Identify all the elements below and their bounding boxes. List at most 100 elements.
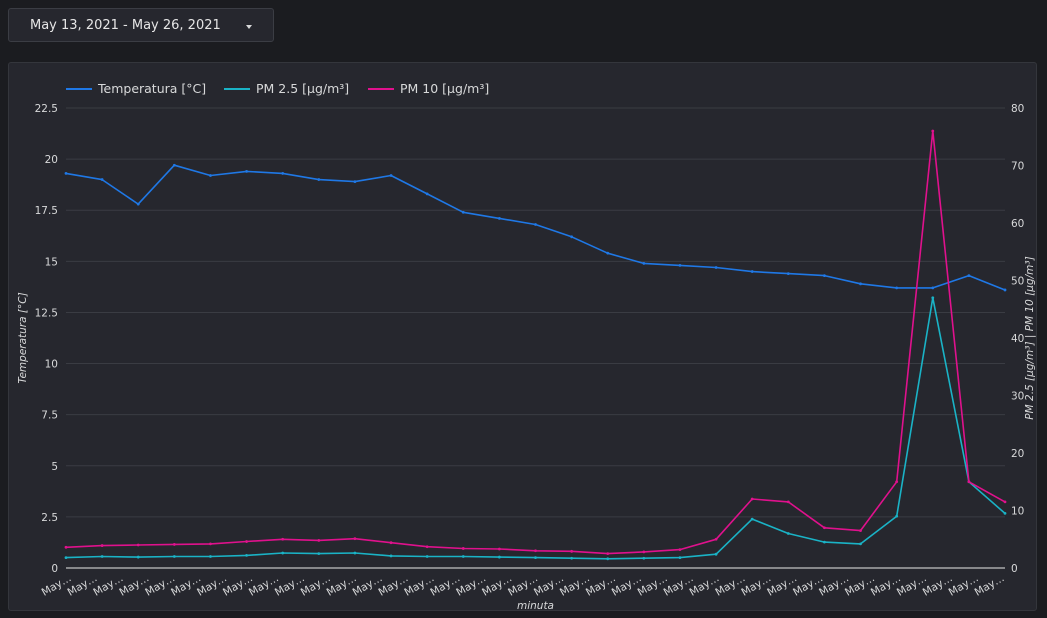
data-point — [425, 555, 429, 558]
data-point — [497, 217, 501, 220]
data-point — [678, 548, 682, 551]
left-tick-label: 2.5 — [41, 512, 58, 524]
data-point — [389, 541, 393, 545]
data-point — [570, 556, 574, 560]
data-point — [678, 264, 682, 267]
data-point — [714, 266, 718, 269]
series-line — [65, 164, 1006, 291]
x-axis-title: minuta — [517, 600, 554, 612]
left-tick-label: 7.5 — [41, 410, 58, 422]
right-tick-label: 30 — [1011, 391, 1024, 403]
data-point — [786, 532, 790, 535]
data-point — [209, 542, 212, 546]
data-point — [931, 286, 935, 290]
data-point — [859, 542, 862, 546]
x-tick-label: May… — [973, 572, 1007, 599]
data-point — [534, 556, 537, 560]
left-tick-label: 10 — [45, 359, 58, 371]
data-point — [823, 274, 826, 278]
data-point — [1003, 500, 1007, 504]
data-point — [606, 552, 610, 556]
data-point — [497, 547, 501, 551]
data-point — [678, 556, 682, 560]
data-point — [642, 261, 646, 265]
data-point — [859, 282, 862, 286]
data-point — [786, 500, 790, 504]
data-point — [750, 497, 754, 501]
data-point — [64, 556, 68, 560]
data-point — [281, 172, 285, 175]
left-tick-label: 20 — [45, 154, 58, 166]
data-point — [461, 547, 465, 550]
data-point — [209, 174, 212, 177]
data-point — [570, 235, 574, 239]
data-point — [1003, 511, 1007, 515]
data-point — [317, 539, 321, 542]
data-point — [389, 554, 393, 558]
data-point — [461, 210, 465, 214]
data-point — [100, 555, 104, 558]
data-point — [534, 223, 537, 226]
legend-label: Temperatura [°C] — [97, 81, 206, 96]
data-point — [100, 178, 104, 181]
right-axis-ticks: 0 10 20 30 40 50 60 70 80 — [1011, 103, 1024, 575]
data-point — [967, 480, 971, 484]
right-tick-label: 20 — [1011, 448, 1024, 460]
series-line — [65, 296, 1006, 560]
data-point — [606, 557, 610, 561]
data-point — [64, 545, 68, 549]
data-point — [497, 555, 501, 559]
data-point — [353, 537, 357, 541]
data-point — [425, 192, 429, 196]
data-point — [823, 526, 826, 530]
left-tick-label: 22.5 — [35, 103, 58, 115]
data-point — [317, 552, 321, 556]
date-range-picker[interactable]: May 13, 2021 - May 26, 2021 — [8, 8, 274, 42]
left-axis-title: Temperatura [°C] — [17, 292, 29, 383]
data-point — [245, 540, 248, 543]
right-tick-label: 60 — [1011, 218, 1024, 230]
data-point — [245, 169, 248, 173]
right-tick-label: 40 — [1011, 333, 1024, 345]
left-tick-label: 17.5 — [35, 205, 58, 217]
date-range-label: May 13, 2021 - May 26, 2021 — [30, 18, 221, 33]
data-point — [172, 543, 176, 546]
chart-series — [64, 129, 1007, 561]
data-point — [353, 551, 357, 555]
caret-down-icon — [246, 25, 252, 29]
data-point — [425, 545, 429, 549]
data-point — [136, 543, 140, 547]
data-point — [281, 537, 285, 541]
right-tick-label: 0 — [1011, 563, 1018, 575]
data-point — [209, 555, 212, 558]
right-tick-label: 80 — [1011, 103, 1024, 115]
data-point — [534, 549, 537, 553]
data-point — [895, 480, 899, 484]
data-point — [786, 272, 790, 275]
left-tick-label: 15 — [45, 256, 58, 268]
data-point — [389, 174, 393, 177]
data-point — [64, 172, 68, 175]
data-point — [967, 274, 971, 278]
data-point — [931, 129, 935, 133]
chart-grid — [66, 107, 1005, 569]
data-point — [353, 180, 357, 184]
data-point — [931, 296, 935, 300]
data-point — [100, 544, 104, 547]
data-point — [750, 270, 754, 273]
right-tick-label: 50 — [1011, 276, 1024, 288]
left-tick-label: 0 — [51, 563, 58, 575]
legend-label: PM 10 [µg/m³] — [400, 81, 489, 96]
data-point — [172, 163, 176, 167]
data-point — [317, 178, 321, 181]
right-axis-title: PM 2.5 [µg/m³] | PM 10 [µg/m³] — [1024, 256, 1036, 419]
data-point — [859, 529, 862, 533]
chart-panel — [8, 62, 1037, 611]
data-point — [714, 552, 718, 556]
left-axis-ticks: 0 2.5 5 7.5 10 12.5 15 17.5 20 22.5 — [35, 103, 58, 575]
left-tick-label: 12.5 — [35, 307, 58, 319]
data-point — [245, 553, 248, 557]
data-point — [461, 555, 465, 558]
data-point — [642, 550, 646, 554]
